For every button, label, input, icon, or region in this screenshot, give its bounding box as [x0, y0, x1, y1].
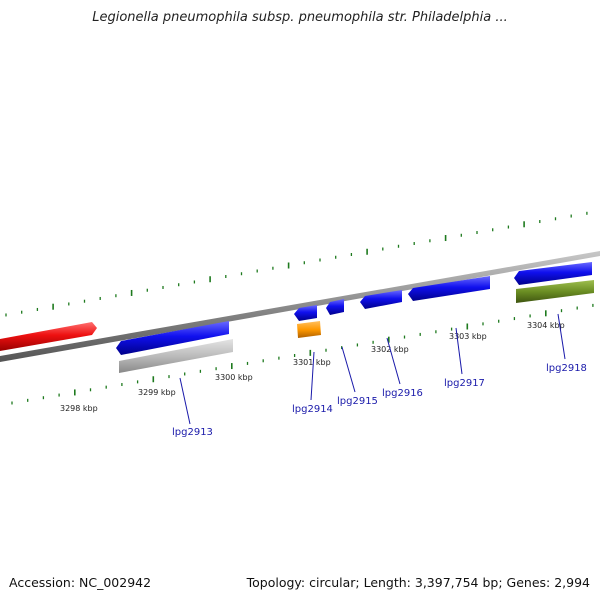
outer-tick-ring — [5, 211, 588, 317]
scale-label: 3304 kbp — [527, 321, 565, 330]
scale-label: 3300 kbp — [215, 373, 253, 382]
inner-tick-ring — [11, 303, 594, 405]
genome-summary-text: Topology: circular; Length: 3,397,754 bp… — [246, 575, 590, 590]
accession-text: Accession: NC_002942 — [9, 575, 152, 590]
feature-orange-lpg2914[interactable] — [297, 321, 321, 338]
gene-label-lpg2918[interactable]: lpg2918 — [546, 363, 587, 374]
gene-labels: lpg2913 lpg2914 lpg2915 lpg2916 lpg2917 … — [172, 363, 587, 438]
scale-label: 3298 kbp — [60, 404, 98, 413]
cds-lpg2915[interactable] — [326, 299, 344, 315]
cds-lpg2913[interactable] — [116, 321, 229, 355]
leader-line-lpg2913 — [179, 377, 191, 425]
gene-label-lpg2915[interactable]: lpg2915 — [337, 396, 378, 407]
cds-lpg2918[interactable] — [514, 262, 592, 285]
leader-line-lpg2916 — [386, 337, 401, 385]
backbone — [0, 251, 600, 362]
cds-lpg2916[interactable] — [360, 290, 402, 309]
leader-line-lpg2917 — [455, 327, 463, 375]
cds-lpg2917[interactable] — [408, 276, 490, 301]
scale-label: 3303 kbp — [449, 332, 487, 341]
leader-lines — [179, 313, 566, 425]
gene-label-lpg2917[interactable]: lpg2917 — [444, 378, 485, 389]
map-title: Legionella pneumophila subsp. pneumophil… — [92, 10, 508, 25]
leader-line-lpg2915 — [341, 346, 356, 393]
leader-line-lpg2918 — [557, 313, 566, 360]
feature-olive-lpg2918[interactable] — [516, 280, 594, 303]
cds-lpg2914[interactable] — [294, 305, 317, 321]
gene-label-lpg2913[interactable]: lpg2913 — [172, 427, 213, 438]
scale-label: 3301 kbp — [293, 358, 331, 367]
gene-label-lpg2916[interactable]: lpg2916 — [382, 388, 423, 399]
feature-red[interactable] — [0, 322, 97, 351]
scale-label: 3299 kbp — [138, 388, 176, 397]
feature-gray-lpg2913[interactable] — [119, 339, 233, 373]
gene-label-lpg2914[interactable]: lpg2914 — [292, 404, 333, 415]
leader-line-lpg2914 — [310, 351, 315, 401]
